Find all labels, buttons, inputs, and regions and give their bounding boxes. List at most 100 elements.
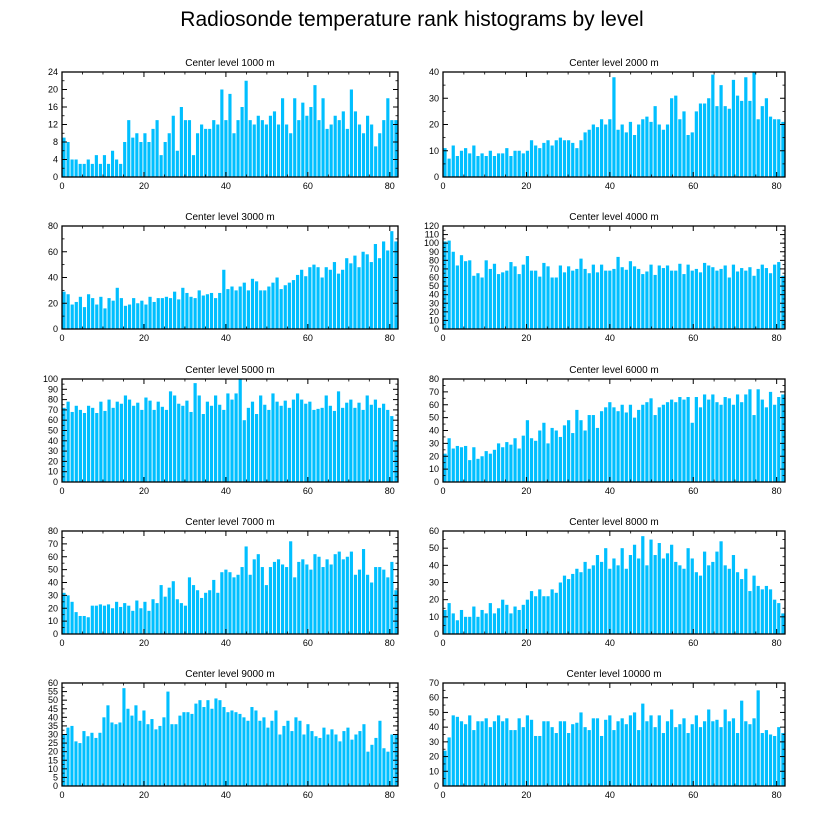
bar	[670, 709, 674, 786]
bar	[657, 407, 661, 482]
bar	[170, 724, 174, 786]
bar	[484, 260, 488, 329]
bar	[312, 409, 316, 482]
bar	[632, 135, 637, 177]
bar	[198, 700, 202, 786]
bar	[665, 265, 670, 329]
x-tick-label: 40	[221, 181, 231, 191]
bar	[353, 111, 358, 178]
bar	[148, 296, 152, 329]
bar	[632, 417, 637, 483]
bar	[628, 121, 633, 178]
bar	[94, 737, 98, 786]
bar	[501, 153, 505, 178]
bar	[329, 564, 333, 634]
bar	[358, 731, 362, 786]
y-tick-label: 15	[48, 755, 58, 765]
y-tick-label: 45	[48, 704, 58, 714]
bar	[66, 727, 70, 786]
bar	[595, 718, 600, 786]
bar	[390, 231, 394, 329]
y-tick-label: 25	[48, 738, 58, 748]
bar	[546, 721, 550, 786]
bar	[472, 145, 476, 177]
bar	[459, 255, 464, 329]
bar	[443, 148, 447, 178]
bar	[173, 291, 177, 329]
bar	[637, 124, 641, 177]
bar	[678, 565, 682, 634]
bar	[250, 401, 255, 482]
bar	[752, 575, 756, 634]
bar	[115, 287, 119, 329]
bar	[694, 397, 698, 482]
bar	[661, 558, 666, 634]
bar	[144, 397, 148, 482]
bar	[320, 277, 324, 329]
bar	[781, 733, 785, 786]
bar	[208, 590, 212, 634]
bar	[333, 554, 337, 634]
bar	[447, 737, 451, 786]
bar	[637, 730, 641, 786]
bar	[70, 304, 74, 329]
bar	[727, 108, 731, 177]
bar	[342, 731, 346, 786]
y-tick-label: 50	[429, 413, 439, 423]
bar	[591, 124, 595, 177]
bar	[151, 128, 155, 178]
bar	[727, 721, 731, 786]
bar	[562, 140, 567, 177]
bar	[287, 407, 291, 482]
bar	[678, 724, 682, 786]
bar	[218, 292, 222, 329]
bar	[575, 409, 579, 482]
bar	[476, 458, 480, 482]
bar	[496, 443, 501, 483]
bar	[317, 120, 321, 178]
bar	[764, 407, 769, 482]
bar	[468, 260, 472, 329]
bar	[366, 751, 370, 786]
bar	[164, 409, 169, 482]
bar	[661, 404, 666, 482]
bar	[715, 106, 719, 178]
bar	[484, 156, 488, 177]
x-tick-label: 0	[59, 333, 64, 343]
bar	[575, 722, 579, 786]
bar	[382, 403, 386, 482]
bar	[529, 140, 534, 177]
bar	[760, 733, 764, 786]
bar	[209, 292, 214, 329]
bar	[550, 727, 554, 786]
bar	[272, 111, 277, 178]
bar	[94, 155, 98, 178]
bar	[110, 608, 115, 634]
y-tick-label: 40	[429, 67, 439, 77]
bar	[309, 107, 313, 177]
bar	[534, 270, 538, 329]
bar	[366, 574, 370, 634]
bar	[678, 263, 682, 329]
y-tick-label: 20	[429, 595, 439, 605]
bar	[345, 402, 349, 482]
y-tick-label: 0	[53, 781, 58, 791]
bar	[670, 270, 674, 329]
bar	[338, 741, 342, 786]
bar	[645, 721, 649, 786]
bar	[521, 604, 525, 634]
bar	[238, 286, 242, 329]
bar	[175, 150, 179, 177]
bar	[159, 585, 163, 634]
chart-panel-10: Center level 10000 m 0 20 40 60 80 0 10 20 30 40 50…	[429, 669, 786, 800]
bar	[190, 713, 194, 786]
bar	[119, 163, 123, 178]
bar	[702, 394, 707, 482]
bar	[690, 132, 694, 178]
bar	[297, 120, 301, 178]
bar	[715, 719, 719, 786]
bar	[781, 275, 785, 329]
bar	[301, 102, 305, 178]
bar	[624, 412, 628, 482]
y-tick-label: 30	[48, 446, 58, 456]
